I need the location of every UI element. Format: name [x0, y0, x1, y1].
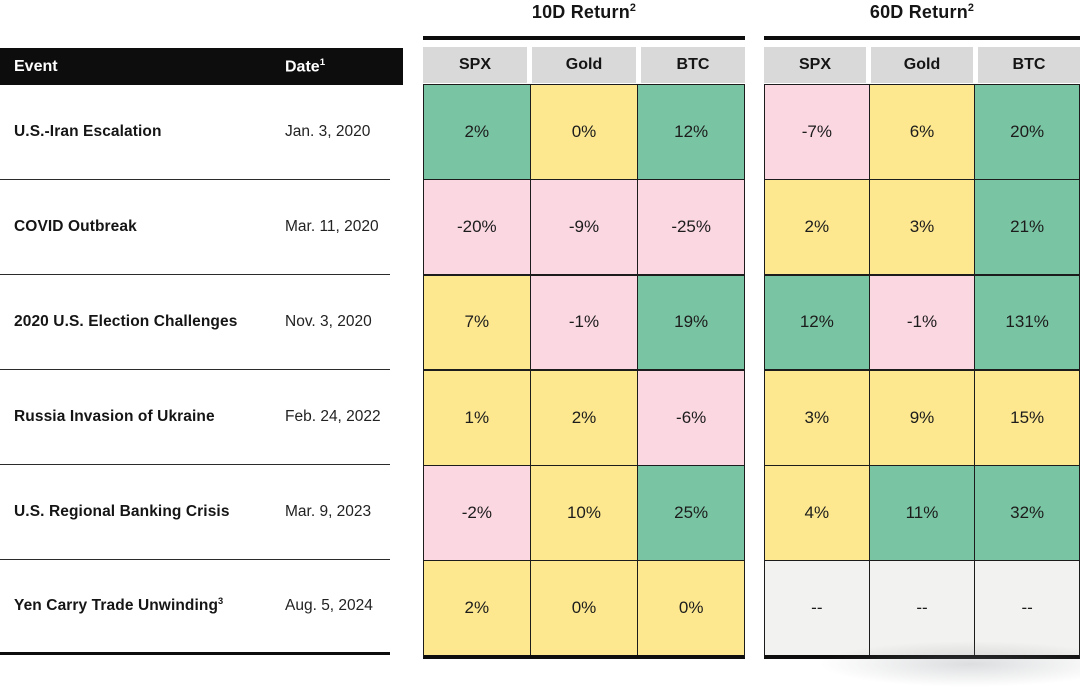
- col-header-btc: BTC: [641, 47, 745, 83]
- return-cell: 0%: [531, 561, 637, 655]
- event-name: Russia Invasion of Ukraine: [14, 408, 215, 426]
- returns-10d-group: 10D Return2 SPX Gold BTC 2% 0% 12% -20% …: [423, 0, 745, 667]
- return-cell: -1%: [870, 275, 974, 370]
- returns-10d-grid: 2% 0% 12% -20% -9% -25% 7% -1% 19% 1% 2%…: [423, 84, 745, 659]
- return-cell: 131%: [975, 275, 1079, 370]
- return-cell: 2%: [765, 180, 869, 274]
- event-column-header: Event: [14, 57, 58, 75]
- return-cell: --: [870, 561, 974, 655]
- event-row: Russia Invasion of Ukraine Feb. 24, 2022: [0, 370, 390, 465]
- event-table-header: Event Date1: [0, 48, 403, 85]
- event-date: Aug. 5, 2024: [285, 597, 373, 614]
- returns-60d-group: 60D Return2 SPX Gold BTC -7% 6% 20% 2% 3…: [764, 0, 1080, 667]
- return-cell: --: [765, 561, 869, 655]
- event-footnote-marker: 3: [218, 596, 224, 607]
- return-cell: 21%: [975, 180, 1079, 274]
- return-cell: --: [975, 561, 1079, 655]
- return-cell: 20%: [975, 85, 1079, 179]
- return-cell: 2%: [531, 370, 637, 465]
- return-cell: 6%: [870, 85, 974, 179]
- return-cell: 12%: [638, 85, 744, 179]
- title-footnote-marker: 2: [967, 2, 975, 14]
- return-cell: 12%: [765, 275, 869, 370]
- return-cell: -20%: [424, 180, 530, 274]
- event-name: U.S.-Iran Escalation: [14, 123, 162, 141]
- col-header-spx: SPX: [764, 47, 866, 83]
- event-date: Mar. 9, 2023: [285, 503, 372, 520]
- event-date: Nov. 3, 2020: [285, 313, 372, 330]
- return-cell: 10%: [531, 466, 637, 560]
- returns-10d-title: 10D Return2: [531, 2, 637, 22]
- return-cell: 9%: [870, 370, 974, 465]
- return-cell: 2%: [424, 561, 530, 655]
- event-name: COVID Outbreak: [14, 218, 137, 236]
- event-name: Yen Carry Trade Unwinding3: [14, 596, 224, 615]
- event-row: 2020 U.S. Election Challenges Nov. 3, 20…: [0, 275, 390, 370]
- return-cell: 1%: [424, 370, 530, 465]
- returns-60d-column-headers: SPX Gold BTC: [764, 47, 1080, 83]
- col-header-spx: SPX: [423, 47, 527, 83]
- event-row: U.S.-Iran Escalation Jan. 3, 2020: [0, 85, 390, 180]
- event-name: U.S. Regional Banking Crisis: [14, 503, 230, 521]
- event-date: Feb. 24, 2022: [285, 408, 381, 425]
- returns-60d-title: 60D Return2: [869, 2, 975, 22]
- returns-60d-grid: -7% 6% 20% 2% 3% 21% 12% -1% 131% 3% 9% …: [764, 84, 1080, 659]
- event-date: Mar. 11, 2020: [285, 218, 379, 235]
- return-cell: 0%: [531, 85, 637, 179]
- title-footnote-marker: 2: [629, 2, 637, 14]
- date-column-header: Date1: [285, 56, 326, 76]
- return-cell: 3%: [765, 370, 869, 465]
- date-footnote-marker: 1: [319, 56, 326, 68]
- return-cell: 19%: [638, 275, 744, 370]
- return-cell: 3%: [870, 180, 974, 274]
- return-cell: 11%: [870, 466, 974, 560]
- col-header-gold: Gold: [532, 47, 636, 83]
- return-cell: 4%: [765, 466, 869, 560]
- returns-10d-column-headers: SPX Gold BTC: [423, 47, 745, 83]
- col-header-btc: BTC: [978, 47, 1080, 83]
- event-name: 2020 U.S. Election Challenges: [14, 313, 238, 331]
- return-cell: 7%: [424, 275, 530, 370]
- event-date: Jan. 3, 2020: [285, 123, 371, 140]
- title-rule: [423, 36, 745, 40]
- event-row: Yen Carry Trade Unwinding3 Aug. 5, 2024: [0, 560, 390, 655]
- return-cell: 32%: [975, 466, 1079, 560]
- return-cell: -7%: [765, 85, 869, 179]
- event-row: U.S. Regional Banking Crisis Mar. 9, 202…: [0, 465, 390, 560]
- event-row: COVID Outbreak Mar. 11, 2020: [0, 180, 390, 275]
- event-table: Event Date1 U.S.-Iran Escalation Jan. 3,…: [0, 48, 403, 655]
- return-cell: 25%: [638, 466, 744, 560]
- return-cell: -9%: [531, 180, 637, 274]
- return-cell: 15%: [975, 370, 1079, 465]
- return-cell: -6%: [638, 370, 744, 465]
- return-cell: 0%: [638, 561, 744, 655]
- title-rule: [764, 36, 1080, 40]
- return-cell: -2%: [424, 466, 530, 560]
- return-cell: -1%: [531, 275, 637, 370]
- col-header-gold: Gold: [871, 47, 973, 83]
- return-cell: -25%: [638, 180, 744, 274]
- return-cell: 2%: [424, 85, 530, 179]
